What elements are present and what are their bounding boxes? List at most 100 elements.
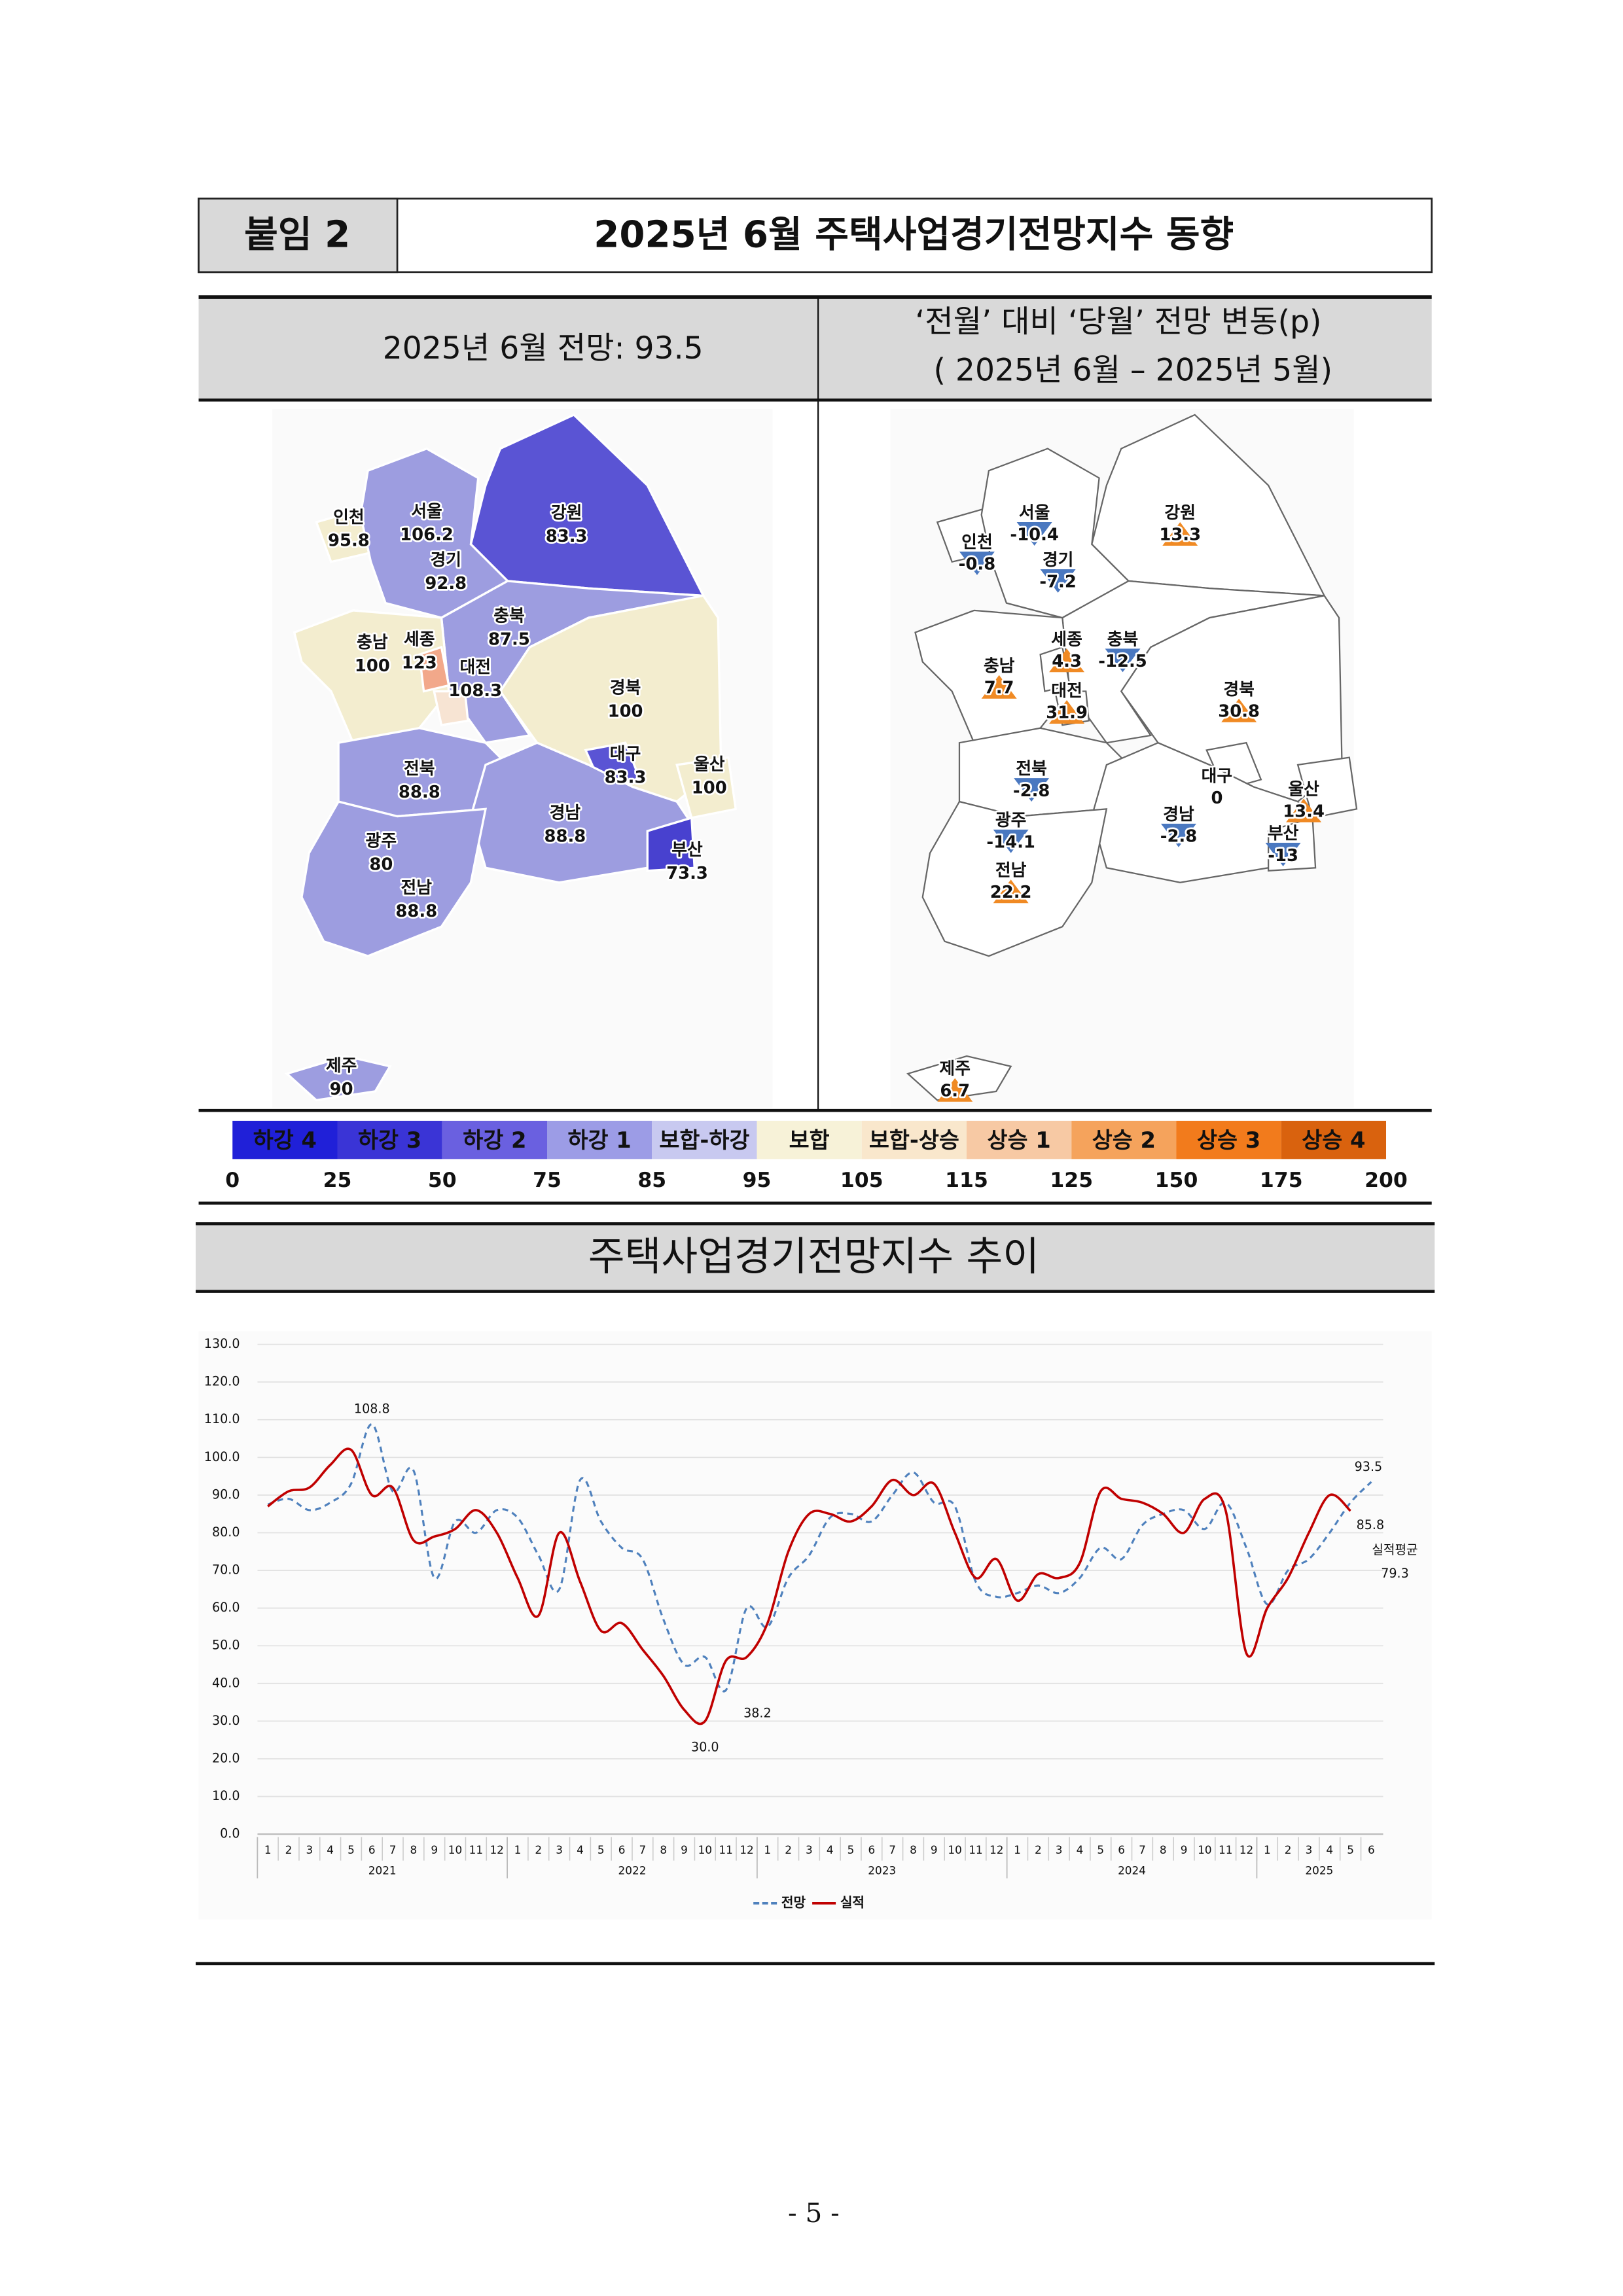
section-bg [196,1224,1435,1292]
page-number: - 5 - [788,2197,840,2229]
region-name: 대구 [1202,766,1233,786]
y-tick-label: 0.0 [220,1826,240,1841]
region-value: 95.8 [328,531,370,551]
region-name: 전남 [995,860,1027,880]
x-tick-label: 5 [847,1843,855,1856]
region-change: -7.2 [1039,573,1077,592]
header-title: 2025년 6월 주택사업경기전망지수 동향 [594,214,1234,256]
value-label: 38.2 [743,1706,772,1721]
change-marker-up [993,879,1029,904]
x-tick-label: 3 [556,1843,563,1856]
x-tick-label: 3 [306,1843,313,1856]
right-column-subtitle: ( 2025년 6월 – 2025년 5월) [934,353,1333,389]
legend-label: 하강 1 [567,1127,631,1153]
region-value: 100 [355,656,390,676]
y-tick-label: 120.0 [204,1374,240,1389]
x-tick-label: 7 [389,1843,397,1856]
legend-swatch [652,1120,757,1159]
x-tick-label: 10 [1198,1843,1211,1856]
change-marker-up [937,1078,973,1102]
legend-label: 보합-상승 [869,1127,959,1153]
x-tick-label: 1 [1014,1843,1021,1856]
region-name: 충북 [1107,629,1139,649]
x-tick-label: 4 [577,1843,584,1856]
x-tick-label: 2 [785,1843,792,1856]
legend-label: 하강 3 [358,1127,421,1153]
x-tick-label: 1 [264,1843,272,1856]
x-tick-label: 9 [1181,1843,1188,1856]
y-tick-label: 10.0 [212,1788,240,1803]
x-tick-label: 2 [1285,1843,1292,1856]
value-label: 93.5 [1355,1459,1383,1474]
region-change: -13 [1268,846,1298,866]
region-outline [921,800,1108,957]
average-value: 79.3 [1381,1566,1409,1581]
x-tick-label: 3 [1306,1843,1313,1856]
region-outline [906,1055,1012,1101]
y-tick-label: 60.0 [212,1600,240,1615]
legend-label: 하강 2 [463,1127,526,1153]
legend-bound: 175 [1260,1169,1303,1192]
region-name: 강원 [551,503,582,523]
region-name: 제주 [326,1056,357,1076]
legend-bound: 200 [1364,1169,1408,1192]
region-value: 80 [369,855,393,874]
average-label: 실적평균 [1372,1542,1418,1557]
y-tick-label: 90.0 [212,1487,240,1502]
legend-swatch [442,1120,548,1159]
region-change: 22.2 [990,883,1032,902]
x-tick-label: 2 [535,1843,542,1856]
region [418,645,450,693]
legend-bound: 150 [1155,1169,1198,1192]
x-group-label: 2021 [368,1863,397,1877]
x-tick-label: 5 [348,1843,355,1856]
legend-bound: 50 [428,1169,457,1192]
table-header-bg [198,297,1432,400]
region-value: 83.3 [546,527,588,546]
region [285,1055,392,1102]
legend-label: 상승 4 [1302,1127,1365,1153]
change-marker-down [1105,648,1141,673]
legend-bound: 115 [945,1169,988,1192]
region-name: 광주 [366,831,397,851]
region-name: 대전 [1051,681,1082,701]
legend-swatch [757,1120,862,1159]
legend-bound: 85 [637,1169,666,1192]
region-name: 전북 [1016,759,1047,779]
left-column-title: 2025년 6월 전망: 93.5 [383,330,704,366]
legend-label: 하강 4 [253,1127,317,1153]
change-marker-up [1162,522,1198,546]
x-tick-label: 11 [1219,1843,1232,1856]
x-tick-label: 12 [990,1843,1003,1856]
region-name: 부산 [1268,824,1299,843]
region-name: 서울 [1019,503,1050,523]
y-tick-label: 100.0 [204,1449,240,1464]
x-group-label: 2025 [1305,1863,1333,1877]
legend-bound: 0 [225,1169,240,1192]
change-marker-up [1049,648,1085,673]
legend-label: 보합 [789,1127,830,1153]
legend-swatch [232,1120,338,1159]
x-tick-label: 9 [931,1843,938,1856]
chart-bg [198,1331,1432,1920]
legend-bound: 95 [743,1169,772,1192]
legend-label: 상승 1 [987,1127,1050,1153]
x-tick-label: 6 [618,1843,626,1856]
region-change: 13.4 [1283,802,1325,821]
region [300,800,488,957]
x-tick-label: 2 [285,1843,293,1856]
legend-bound: 75 [533,1169,562,1192]
legend-swatch [967,1120,1072,1159]
x-tick-label: 10 [698,1843,712,1856]
x-group-label: 2022 [618,1863,647,1877]
region-name: 세종 [404,629,435,649]
region-name: 충남 [984,656,1015,676]
x-tick-label: 4 [827,1843,834,1856]
region-name: 제주 [939,1059,971,1079]
legend-swatch [861,1120,967,1159]
y-tick-label: 80.0 [212,1525,240,1540]
region-name: 부산 [671,840,703,860]
region-name: 경기 [430,550,461,570]
